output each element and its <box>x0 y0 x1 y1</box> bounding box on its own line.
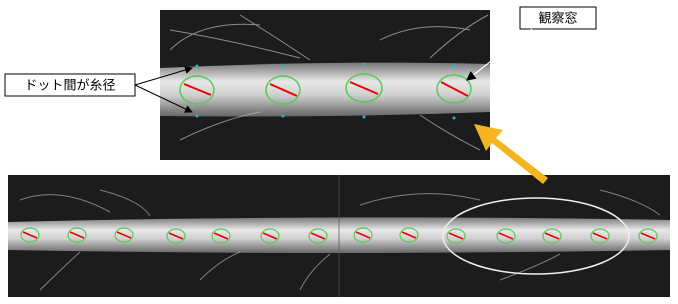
callout-label: 観察窓 <box>538 11 577 27</box>
yarn-diameter-callout: ドット間が糸径 <box>4 66 193 113</box>
callout-label: ドット間が糸径 <box>24 79 115 94</box>
top-image <box>160 10 490 160</box>
window-callout: 観察窓 <box>466 6 597 81</box>
bottom-image <box>8 175 670 297</box>
zoom-arrow <box>474 124 548 184</box>
